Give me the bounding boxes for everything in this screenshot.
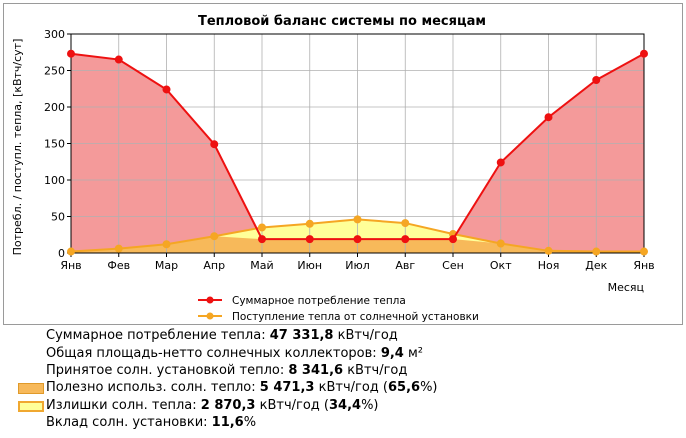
consumption-point	[544, 113, 553, 122]
x-axis-label: Месяц	[608, 281, 644, 294]
stat-unit: кВтч/год (	[314, 380, 388, 395]
consumption-point	[592, 75, 601, 84]
stat-value: 5 471,3	[259, 380, 315, 395]
stat-label: Полезно использ. солн. тепло:	[46, 380, 260, 395]
y-tick-label: 300	[44, 28, 65, 41]
x-tick-label: Июн	[297, 259, 322, 272]
stat-unit: %)	[420, 380, 438, 395]
consumption-point	[114, 55, 123, 64]
x-tick-label: Мар	[155, 259, 178, 272]
solar-point	[210, 232, 219, 241]
stat-label: Излишки солн. тепла:	[46, 398, 201, 413]
stat-unit: %	[243, 415, 257, 430]
chart-title: Тепловой баланс системы по месяцам	[198, 14, 486, 29]
stat-unit: м²	[403, 346, 424, 361]
x-tick-label: Май	[250, 259, 273, 272]
heat-balance-chart: Тепловой баланс системы по месяцам Потре…	[11, 14, 655, 323]
y-tick-label: 0	[58, 247, 65, 260]
consumption-point	[210, 140, 219, 149]
x-tick-label: Окт	[490, 259, 512, 272]
stat-percent: 34,4	[328, 398, 362, 413]
solar-point	[401, 219, 410, 228]
solar-point	[592, 247, 601, 256]
solar-point	[67, 247, 75, 256]
stat-unit: кВтч/год (	[255, 398, 329, 413]
stat-total-consumption: Суммарное потребление тепла: 47 331,8 кВ…	[46, 328, 398, 344]
consumption-point	[162, 85, 171, 94]
x-tick-label: Сен	[442, 259, 464, 272]
stat-label: Принятое солн. установкой тепло:	[46, 363, 289, 378]
legend-marker	[206, 312, 214, 320]
x-tick-label: Апр	[203, 259, 225, 272]
x-tick-label: Фев	[107, 259, 130, 272]
stat-unit: %)	[361, 398, 379, 413]
stat-solar-share: Вклад солн. установки: 11,6%	[46, 415, 256, 431]
y-tick-label: 100	[44, 174, 65, 187]
stat-percent: 65,6	[387, 380, 421, 395]
consumption-point	[258, 235, 266, 244]
consumption-point	[496, 158, 505, 167]
stat-label: Вклад солн. установки:	[46, 415, 212, 430]
stat-value: 9,4	[380, 346, 404, 361]
solar-point	[353, 215, 362, 224]
stat-excess-heat: Излишки солн. тепла: 2 870,3 кВтч/год (3…	[46, 398, 379, 414]
consumption-point	[67, 49, 75, 58]
x-tick-label: Июл	[345, 259, 370, 272]
consumption-point	[353, 235, 362, 244]
solar-point	[114, 244, 123, 253]
consumption-point	[305, 235, 314, 244]
solar-point	[640, 247, 648, 256]
consumption-point	[640, 49, 648, 58]
solar-point	[162, 240, 171, 249]
stat-received-heat: Принятое солн. установкой тепло: 8 341,6…	[46, 363, 407, 379]
legend-label: Поступление тепла от солнечной установки	[232, 311, 479, 323]
stat-value: 8 341,6	[288, 363, 344, 378]
stat-value: 11,6	[211, 415, 244, 430]
excess-heat-swatch	[18, 401, 44, 412]
stat-label: Общая площадь-нетто солнечных коллекторо…	[46, 346, 381, 361]
x-tick-label: Дек	[585, 259, 607, 272]
y-tick-label: 250	[44, 65, 65, 78]
useful-heat-swatch	[18, 383, 44, 394]
legend-label: Суммарное потребление тепла	[232, 295, 406, 307]
consumption-point	[401, 235, 410, 244]
stat-value: 47 331,8	[269, 328, 334, 343]
stat-unit: кВтч/год	[333, 328, 398, 343]
stat-value: 2 870,3	[200, 398, 256, 413]
solar-point	[544, 246, 553, 255]
solar-point	[305, 219, 314, 228]
solar-point	[258, 223, 266, 232]
stat-useful-heat: Полезно использ. солн. тепло: 5 471,3 кВ…	[46, 380, 438, 396]
consumption-point	[449, 235, 457, 244]
x-tick-label: Янв	[60, 259, 81, 272]
legend-marker	[206, 296, 214, 304]
x-tick-label: Авг	[395, 259, 415, 272]
y-tick-label: 50	[51, 211, 65, 224]
y-tick-label: 200	[44, 101, 65, 114]
y-axis-label: Потребл. / поступл. тепла, [кВтч/сут]	[11, 39, 24, 256]
stat-label: Суммарное потребление тепла:	[46, 328, 270, 343]
solar-point	[496, 239, 505, 248]
x-tick-label: Янв	[633, 259, 654, 272]
chart-frame: Тепловой баланс системы по месяцам Потре…	[3, 3, 683, 325]
x-tick-label: Ноя	[538, 259, 560, 272]
y-tick-label: 150	[44, 138, 65, 151]
stat-unit: кВтч/год	[343, 363, 408, 378]
stat-collector-area: Общая площадь-нетто солнечных коллекторо…	[46, 346, 423, 362]
